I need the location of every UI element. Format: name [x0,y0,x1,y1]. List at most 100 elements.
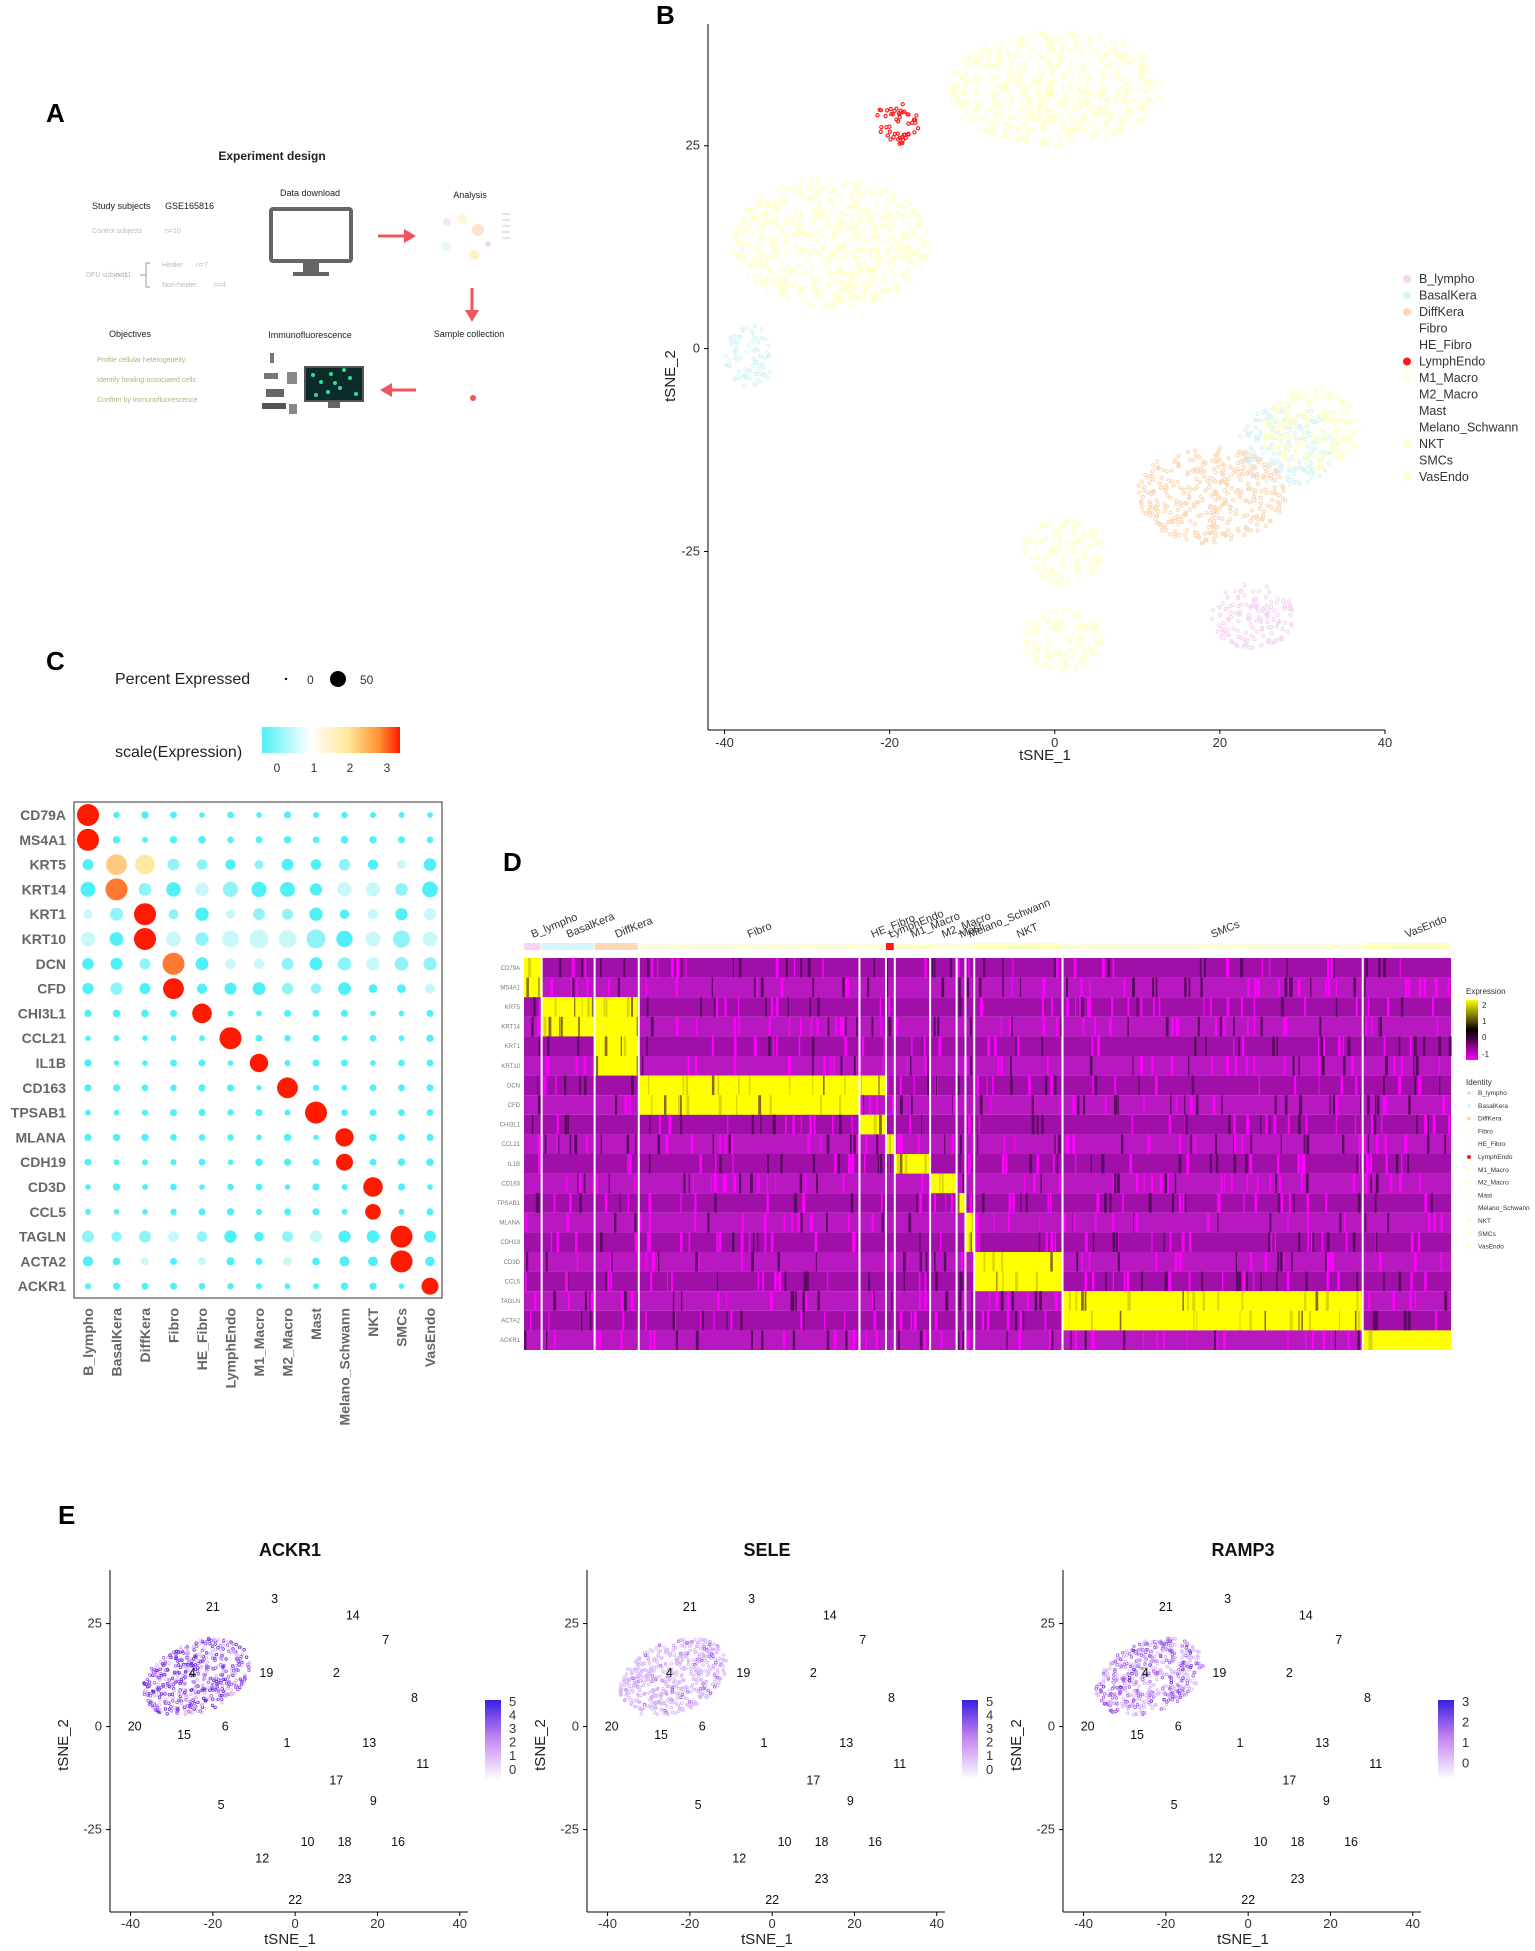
feature-point [145,1677,150,1681]
tsne-point [997,45,1003,50]
heat-stripe [1135,1212,1139,1233]
feature-point [214,1652,219,1657]
heat-stripe [738,1016,740,1037]
heat-stripe [1371,1114,1374,1135]
tsne-point [743,367,748,372]
heat-stripe [878,1075,880,1096]
tsne-point [1100,544,1106,549]
cluster-lymphendo [875,102,921,146]
heat-cell [930,1036,957,1056]
tsne-point [1343,435,1348,441]
dot [309,957,323,971]
tsne-point [746,273,751,278]
tsne-point [1082,551,1087,557]
dot [367,859,379,870]
heatmap-gene-label: MS4A1 [500,985,520,991]
tsne-point [1338,418,1343,424]
tsne-point [815,289,820,294]
heat-stripe [1151,1056,1154,1076]
feature-point [171,1680,175,1684]
tsne-point [1037,82,1042,87]
dot [398,1035,405,1042]
tsne-point [1254,514,1260,519]
tsne-point [1070,120,1075,126]
tsne-point [1272,461,1277,466]
heat-cell [930,1252,957,1272]
tsne-point [1258,417,1263,423]
heat-stripe [997,1056,1000,1076]
heat-stripe [1127,997,1130,1017]
heat-stripe [926,1271,928,1292]
dot [426,1034,434,1042]
heat-stripe [1102,1154,1105,1174]
heat-stripe [916,1193,918,1213]
tsne-point [959,91,965,96]
tsne-point [800,284,805,289]
tsne-point [1182,487,1187,492]
heat-stripe [944,1134,946,1154]
tsne-point [971,79,976,84]
tsne-point [861,230,867,235]
heat-stripe [1031,1114,1035,1135]
tsne-point [1047,48,1052,53]
gene-label: DCN [36,956,66,972]
heat-stripe [1164,1173,1167,1194]
dot [284,1035,291,1042]
feature-point [171,1683,175,1687]
heat-stripe [1167,1173,1170,1194]
tsne-point [1159,81,1164,87]
tsne-point [1302,413,1307,419]
tsne-point [1024,43,1029,48]
tsne-point [1090,131,1096,137]
tsne-point [755,264,760,269]
heat-stripe [1072,1134,1075,1154]
tsne-point [977,76,983,82]
tsne-point [759,326,764,332]
tsne-point [1066,84,1071,89]
tsne-point [1077,88,1082,93]
tsne-point [1007,105,1013,110]
tsne-point [779,228,784,233]
dot [198,836,206,844]
heat-stripe [966,977,969,998]
tsne-point [1029,34,1034,39]
heat-stripe [1181,1232,1184,1252]
heat-stripe [1410,1232,1414,1252]
heat-stripe [770,997,774,1017]
legend-swatch [1403,341,1411,349]
heat-cell [638,1056,860,1076]
tsne-point [1153,507,1158,512]
heat-cell [859,1056,886,1076]
tsne-point [1235,466,1240,472]
heat-stripe [1101,1154,1105,1174]
dot [113,1209,120,1215]
heat-stripe [1408,977,1411,998]
heat-cell [594,1252,639,1272]
tsne-point [902,214,907,219]
heat-stripe [647,1232,650,1252]
heat-stripe [751,1114,754,1135]
tsne-point [1289,621,1294,626]
control-n: n=10 [165,228,181,235]
tsne-point [1282,433,1287,438]
tsne-point [1134,116,1139,122]
tsne-point [997,54,1002,59]
tsne-point [776,209,782,214]
heat-stripe [1444,1134,1447,1154]
heat-cell [638,1212,860,1233]
legend-label: Mast [1419,404,1447,418]
size-legend-large-dot [330,671,346,687]
tsne-point [1126,81,1131,86]
cluster-basalkera [723,323,773,389]
heat-stripe [904,1154,908,1174]
tsne-point [1245,471,1250,476]
tsne-point [1336,441,1342,446]
tsne-point [1155,459,1160,464]
heat-stripe [1109,1193,1112,1213]
tsne-point [1016,131,1021,136]
feature-point [192,1673,196,1677]
dot [370,1060,376,1066]
heat-cell [524,1075,542,1096]
tsne-point [830,231,835,236]
feature-point [211,1697,215,1701]
